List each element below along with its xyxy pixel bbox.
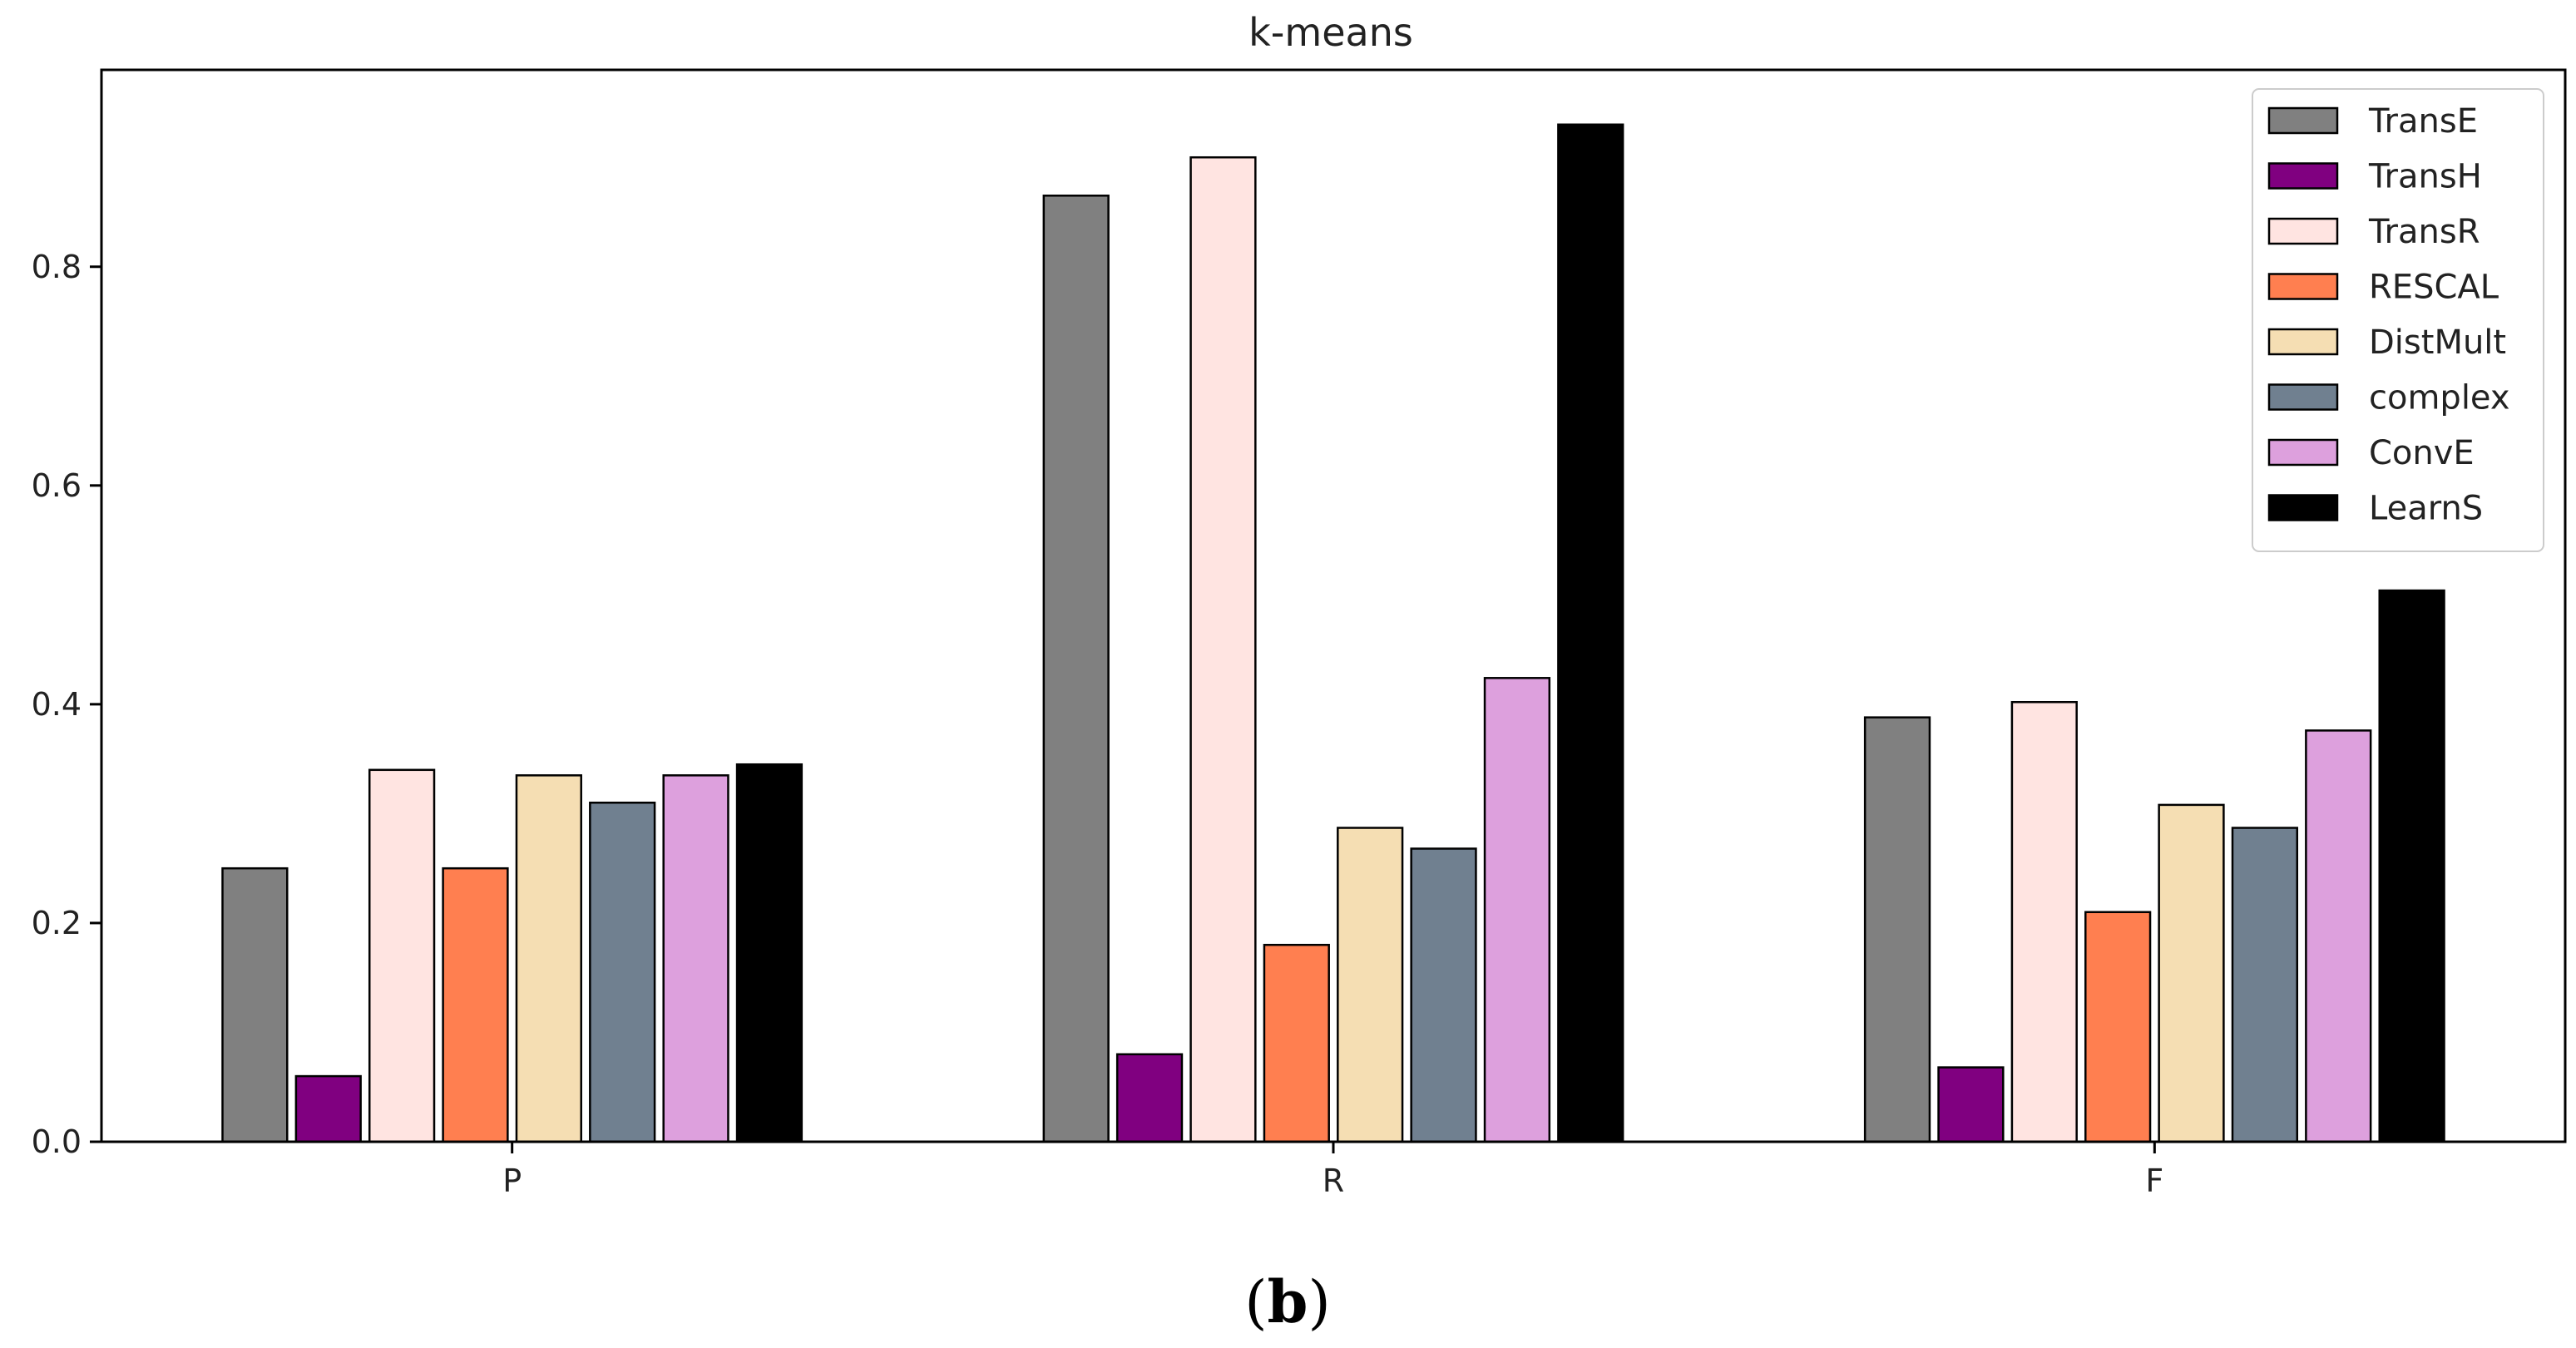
legend-label-learns: LearnS (2369, 490, 2483, 528)
bar-learns-p (735, 763, 803, 1143)
legend-swatch-distmult (2267, 328, 2339, 356)
bar-transr-p (368, 768, 436, 1143)
legend-label-complex: complex (2369, 379, 2510, 417)
bar-learns-r (1557, 123, 1624, 1143)
bar-rescal-p (442, 867, 509, 1143)
legend-swatch-transr (2267, 217, 2339, 245)
bar-rescal-f (2084, 911, 2152, 1143)
y-axis: 0.0 0.2 0.4 0.6 0.8 (32, 249, 101, 1160)
plot-frame (100, 68, 2567, 1143)
bar-distmult-f (2158, 803, 2225, 1143)
bar-transe-p (221, 867, 289, 1143)
y-tick-label: 0.2 (32, 905, 82, 941)
x-tick-label: F (2145, 1163, 2163, 1199)
bar-transe-f (1863, 716, 1931, 1143)
bar-distmult-p (515, 774, 582, 1143)
legend-label-transe: TransE (2368, 102, 2478, 141)
legend-box (2252, 88, 2544, 552)
legend-label-conve: ConvE (2369, 434, 2475, 472)
legend-swatch-learns (2267, 494, 2339, 521)
legend: TransE TransH TransR RESCAL DistMult complex C… (2252, 88, 2544, 552)
bar-transr-f (2010, 700, 2078, 1143)
bar-transr-r (1189, 156, 1257, 1143)
bar-conve-r (1483, 677, 1551, 1143)
bar-transh-f (1937, 1066, 2005, 1143)
legend-swatch-rescal (2267, 273, 2339, 300)
x-tick-label: P (502, 1163, 522, 1199)
bar-conve-f (2305, 729, 2372, 1143)
legend-swatch-transe (2267, 106, 2339, 135)
legend-label-transh: TransH (2368, 158, 2482, 196)
figure-caption: (b) (1244, 1267, 1331, 1336)
y-tick-label: 0.6 (32, 467, 82, 504)
legend-swatch-transh (2267, 162, 2339, 190)
bar-transh-r (1115, 1053, 1184, 1143)
bar-complex-p (589, 802, 656, 1143)
bar-rescal-r (1263, 943, 1330, 1143)
x-tick-label: R (1323, 1163, 1344, 1199)
y-tick-label: 0.8 (32, 249, 82, 285)
caption-close: ) (1308, 1268, 1330, 1336)
bar-conve-p (662, 774, 729, 1143)
legend-label-distmult: DistMult (2369, 323, 2506, 362)
bar-transe-r (1042, 195, 1110, 1143)
y-tick-label: 0.4 (32, 686, 82, 723)
legend-swatch-conve (2267, 438, 2339, 467)
caption-open: ( (1244, 1268, 1267, 1336)
legend-swatch-complex (2267, 383, 2339, 411)
caption-label: b (1268, 1267, 1308, 1336)
bar-complex-r (1410, 847, 1477, 1143)
bar-distmult-r (1337, 827, 1404, 1143)
y-tick-label: 0.0 (32, 1123, 82, 1160)
bar-transh-p (294, 1074, 362, 1143)
bar-learns-f (2378, 589, 2445, 1143)
bars (221, 123, 2445, 1143)
legend-label-transr: TransR (2368, 213, 2480, 251)
bar-complex-f (2231, 827, 2299, 1143)
chart-title: k-means (1248, 10, 1413, 55)
legend-label-rescal: RESCAL (2369, 269, 2499, 307)
